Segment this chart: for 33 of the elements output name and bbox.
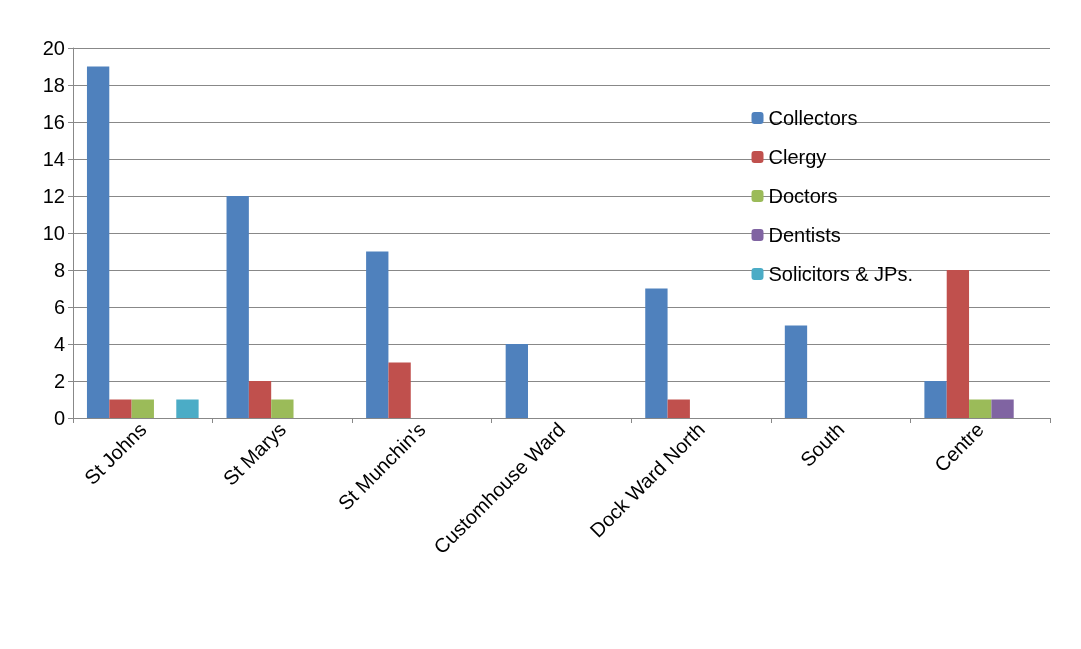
y-tick-label: 16 [42, 111, 65, 133]
legend-label: Dentists [768, 224, 841, 246]
bar [271, 399, 294, 418]
bar [176, 399, 199, 418]
y-tick-label: 12 [42, 185, 65, 207]
y-tick-label: 14 [42, 148, 65, 170]
bar [991, 399, 1014, 418]
bar [505, 344, 528, 418]
bar [366, 251, 389, 418]
y-tick-label: 8 [53, 259, 65, 281]
bar [969, 399, 992, 418]
bar [784, 325, 808, 418]
legend-label: Collectors [768, 107, 858, 129]
bar [131, 399, 154, 418]
bar [946, 270, 970, 418]
bar [248, 381, 272, 418]
bar [924, 381, 947, 418]
legend-label: Doctors [768, 185, 838, 207]
y-tick-label: 6 [53, 296, 65, 318]
y-tick-label: 18 [42, 74, 65, 96]
bar [645, 288, 668, 418]
bar [86, 66, 110, 418]
bar [667, 399, 690, 418]
y-tick-label: 10 [42, 222, 65, 244]
bar [388, 362, 411, 418]
legend-label: Clergy [768, 146, 827, 168]
y-tick-label: 20 [42, 37, 65, 59]
y-tick-label: 0 [53, 407, 65, 429]
bar [109, 399, 132, 418]
bar [226, 196, 249, 418]
y-tick-label: 2 [53, 370, 65, 392]
y-tick-label: 4 [53, 333, 65, 355]
legend-label: Solicitors & JPs. [768, 263, 913, 285]
